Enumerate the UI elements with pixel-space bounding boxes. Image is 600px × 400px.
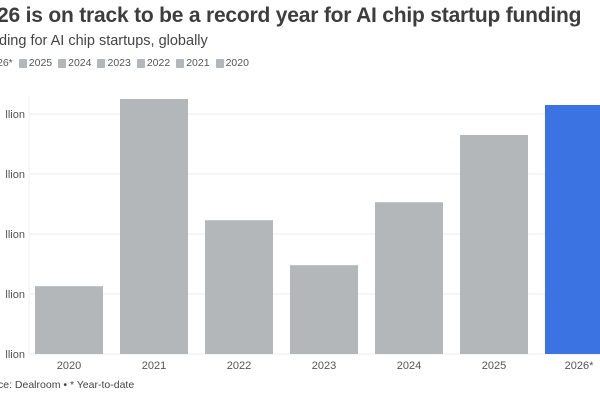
chart-title: 26 is on track to be a record year for A… xyxy=(0,4,582,27)
legend-swatch xyxy=(97,58,106,68)
bar-2024 xyxy=(375,202,443,354)
y-tick-label: llion xyxy=(5,229,25,241)
bar-2020 xyxy=(35,286,103,354)
legend-label: 2023 xyxy=(107,57,131,69)
source-note: ce: Dealroom • * Year-to-date xyxy=(0,379,135,391)
legend-item: 2021 xyxy=(176,57,210,69)
legend-label: 2020 xyxy=(225,57,249,69)
bar-2026-ytd xyxy=(545,105,600,354)
x-tick-label: 2025 xyxy=(482,360,506,372)
chart-subtitle: ding for AI chip startups, globally xyxy=(0,33,208,49)
legend: 26* 2025 2024 2023 2022 2021 2020 xyxy=(0,57,249,69)
bar-2023 xyxy=(290,265,358,354)
legend-label: 2025 xyxy=(28,57,53,69)
x-tick-label: 2023 xyxy=(312,360,336,372)
legend-label: 2022 xyxy=(146,57,171,69)
legend-swatch xyxy=(58,58,67,68)
y-tick-label: llion xyxy=(5,349,25,361)
legend-swatch xyxy=(215,58,224,68)
x-tick-label: 2021 xyxy=(142,360,166,372)
y-tick-label: llion xyxy=(5,289,25,301)
x-tick-label: 2020 xyxy=(57,360,81,372)
legend-label: 2021 xyxy=(186,57,210,69)
x-tick-label: 2022 xyxy=(227,360,251,372)
legend-item: 2023 xyxy=(97,57,131,69)
x-tick-label: 2024 xyxy=(397,360,421,372)
legend-label: 26* xyxy=(0,57,13,69)
legend-swatch xyxy=(176,58,185,68)
legend-item: 26* xyxy=(0,57,13,69)
legend-swatch xyxy=(136,58,145,68)
bar-2022 xyxy=(205,220,273,354)
bar-2025 xyxy=(460,135,528,354)
legend-swatch xyxy=(18,58,27,68)
y-tick-label: llion xyxy=(5,109,25,121)
legend-item: 2022 xyxy=(136,57,171,69)
legend-item: 2024 xyxy=(58,57,91,69)
x-tick-label: 2026* xyxy=(565,360,594,372)
bar-2021 xyxy=(120,99,188,354)
legend-item: 2020 xyxy=(215,57,249,69)
y-tick-label: llion xyxy=(5,169,25,181)
legend-item: 2025 xyxy=(18,57,53,69)
legend-label: 2024 xyxy=(68,57,92,69)
